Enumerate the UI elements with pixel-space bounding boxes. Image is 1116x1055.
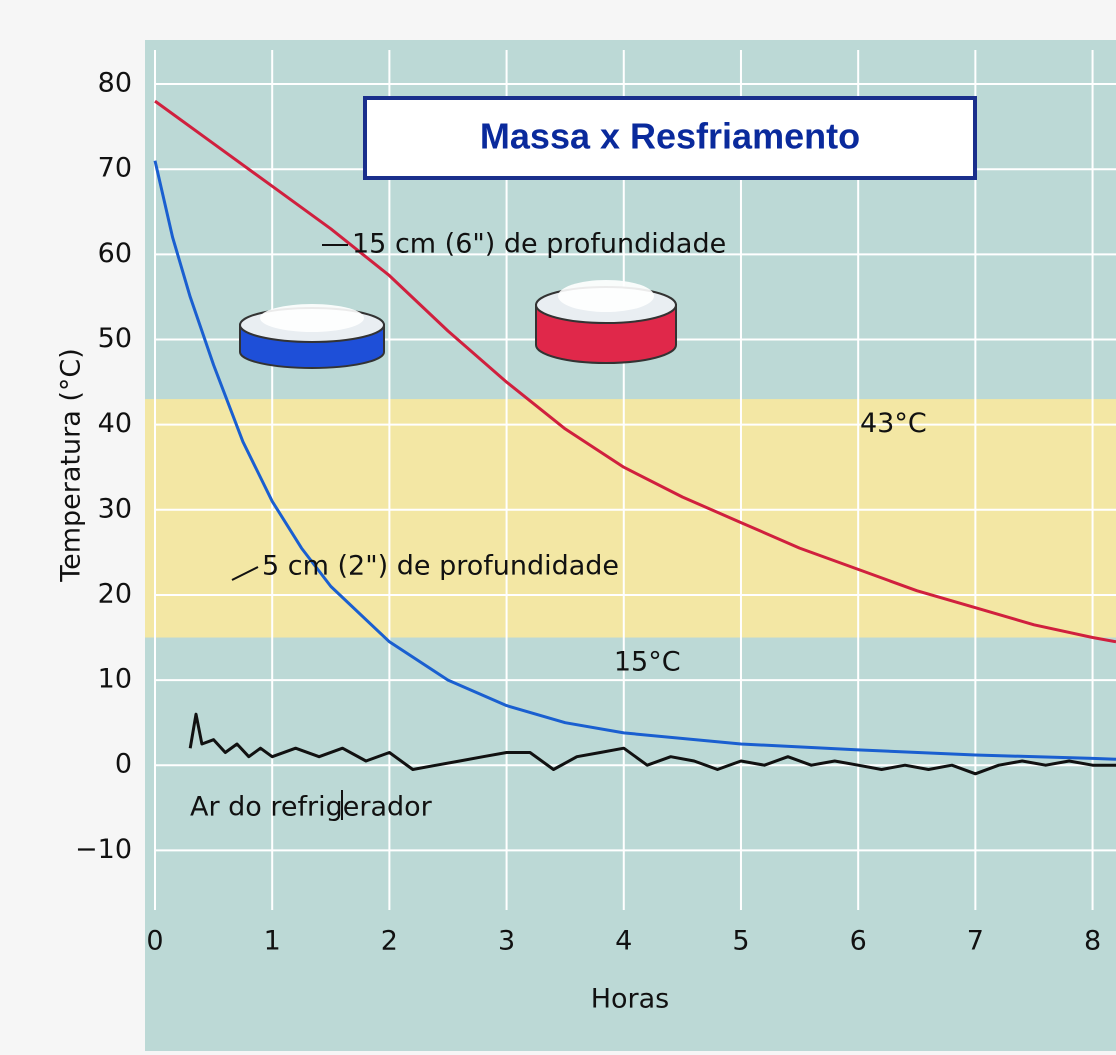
legend-label: 5 cm (2") de profundidade bbox=[262, 551, 619, 582]
y-tick-label: 40 bbox=[98, 408, 132, 439]
x-tick-label: 6 bbox=[850, 926, 867, 957]
y-tick-label: −10 bbox=[75, 834, 132, 865]
band bbox=[145, 399, 1116, 637]
annotation: 15°C bbox=[614, 647, 681, 678]
x-tick-label: 8 bbox=[1084, 926, 1101, 957]
legend-label: 15 cm (6") de profundidade bbox=[352, 229, 726, 260]
annotation: 43°C bbox=[860, 408, 927, 439]
y-tick-label: 80 bbox=[98, 68, 132, 99]
y-tick-label: 10 bbox=[98, 664, 132, 695]
x-tick-label: 5 bbox=[732, 926, 749, 957]
y-axis-title: Temperatura (°C) bbox=[56, 348, 87, 583]
x-axis-title: Horas bbox=[591, 984, 670, 1015]
y-tick-label: 0 bbox=[115, 749, 132, 780]
y-tick-label: 30 bbox=[98, 493, 132, 524]
x-tick-label: 1 bbox=[264, 926, 281, 957]
chart: −10 0 10 20 30 40 50 60 70 80 0 1 2 3 4 5 6 7 8 15 cm (6") … bbox=[0, 0, 1116, 1051]
y-tick-label: 70 bbox=[98, 153, 132, 184]
x-tick-label: 4 bbox=[615, 926, 632, 957]
x-tick-label: 7 bbox=[967, 926, 984, 957]
container-large bbox=[536, 280, 676, 363]
x-tick-label: 0 bbox=[146, 926, 163, 957]
x-tick-label: 3 bbox=[498, 926, 515, 957]
y-tick-label: 50 bbox=[98, 323, 132, 354]
x-tick-label: 2 bbox=[381, 926, 398, 957]
legend-label: Ar do refrigerador bbox=[190, 792, 433, 823]
chart-title: Massa x Resfriamento bbox=[480, 116, 860, 157]
page: {"chart_data": { "type": "line", "title"… bbox=[0, 0, 1116, 1051]
container-small bbox=[240, 304, 384, 368]
y-tick-label: 20 bbox=[98, 578, 132, 609]
y-tick-label: 60 bbox=[98, 238, 132, 269]
